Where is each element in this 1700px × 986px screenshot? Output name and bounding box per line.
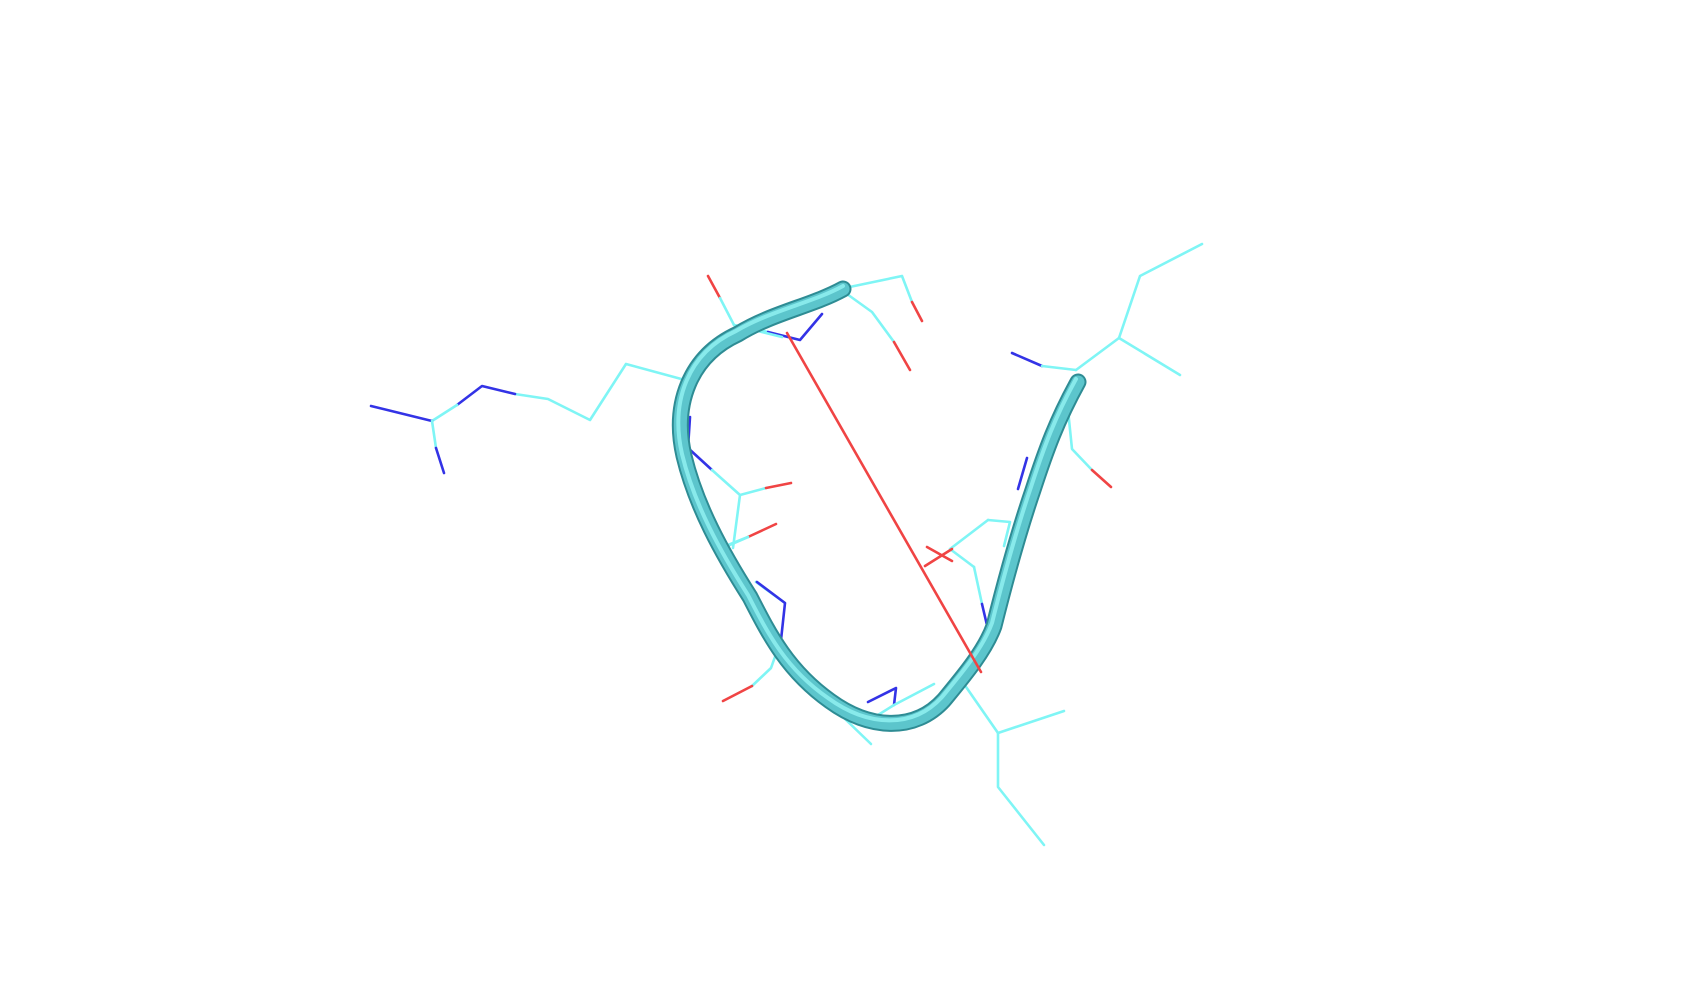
carbon-bond	[892, 682, 936, 707]
sidechain-top-right[interactable]	[838, 274, 924, 372]
oxygen-bond	[892, 340, 912, 372]
carbon-bond	[948, 518, 990, 569]
carbon-bond	[430, 403, 459, 423]
sidechain-bottom-right-isoleucine[interactable]	[962, 682, 1066, 847]
carbon-bond	[838, 287, 896, 344]
nitrogen-bond	[766, 312, 824, 342]
carbon-bond	[731, 493, 742, 550]
carbon-bond	[1074, 336, 1121, 372]
carbon-bond	[430, 419, 438, 450]
nitrogen-bond	[369, 404, 434, 423]
carbon-bond	[996, 709, 1066, 735]
nitrogen-bond	[434, 446, 446, 475]
carbon-bond	[710, 468, 742, 497]
nitrogen-bond	[1010, 351, 1044, 368]
oxygen-bond	[923, 547, 954, 568]
nitrogen-bond	[455, 384, 517, 407]
oxygen-bond	[1090, 468, 1113, 489]
carbon-bond	[838, 274, 914, 304]
oxygen-bond	[746, 522, 778, 539]
carbon-bond	[1040, 364, 1078, 372]
carbon-bond	[996, 731, 1046, 847]
oxygen-bond	[764, 481, 793, 490]
carbon-bond	[513, 362, 687, 422]
carbon-bond	[738, 486, 768, 497]
sidechain-left-arginine[interactable]	[369, 362, 687, 475]
nitrogen-bond	[755, 580, 787, 642]
nitrogen-bond	[1016, 456, 1029, 491]
carbon-bond	[962, 682, 1000, 735]
carbon-bond	[1117, 336, 1182, 377]
nitrogen-bond	[866, 686, 898, 707]
oxygen-bond	[706, 274, 722, 300]
carbon-bond	[986, 518, 1012, 548]
oxygen-bond	[925, 545, 954, 563]
distance-measure-icon[interactable]	[785, 331, 983, 674]
carbon-bond	[1066, 408, 1094, 472]
sidechain-upper-right-leucine[interactable]	[1010, 242, 1204, 489]
carbon-bond	[1117, 242, 1204, 340]
oxygen-bond	[721, 684, 754, 703]
oxygen-bond	[910, 300, 924, 323]
carbon-bond	[972, 565, 984, 606]
backbone-tube-icon[interactable]	[671, 280, 1087, 732]
